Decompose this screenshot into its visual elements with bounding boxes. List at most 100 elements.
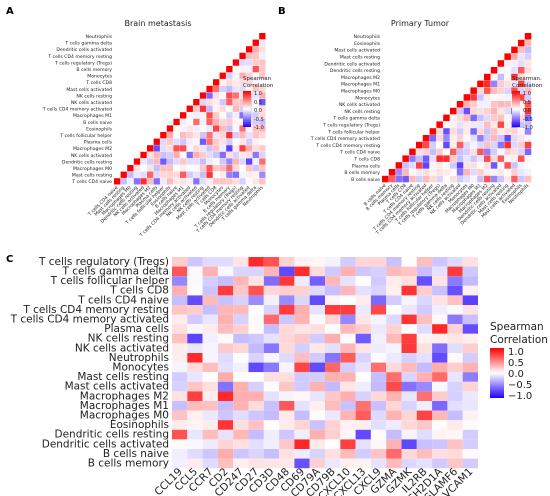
gene-heatmap-cell (340, 333, 356, 344)
primary-tumor-row-label: T cells gamma delta (332, 116, 380, 122)
primary-tumor-cell (422, 135, 430, 142)
gene-heatmap-row-label: T cells regulatory (Tregs) (38, 256, 169, 268)
gene-heatmap-cell (187, 420, 203, 430)
primary-tumor-cell (524, 73, 532, 81)
brain-metastasis-cell (166, 132, 174, 139)
gene-heatmap-cell (462, 333, 478, 344)
primary-tumor-cell (422, 155, 430, 162)
gene-heatmap-cell (263, 401, 280, 411)
gene-heatmap-cell (279, 257, 295, 267)
brain-metastasis-cell (199, 158, 207, 165)
brain-metastasis-cell (206, 92, 213, 99)
gene-heatmap-cell (202, 391, 218, 401)
gene-heatmap-cell (462, 295, 478, 305)
gene-heatmap-row-label: B cells naive (103, 448, 169, 460)
gene-heatmap-cell (279, 458, 295, 469)
gene-heatmap-cell (248, 324, 264, 334)
gene-heatmap-cell (386, 449, 402, 459)
primary-tumor-cell (511, 169, 518, 176)
brain-metastasis-cell (173, 138, 180, 145)
gene-heatmap-cell (386, 429, 402, 440)
primary-tumor-cell (388, 175, 396, 183)
brain-metastasis-cell (219, 118, 226, 126)
brain-metastasis-cell (160, 138, 167, 145)
gene-heatmap-cell (355, 276, 371, 286)
gene-heatmap-cell (416, 429, 433, 440)
gene-heatmap-cell (233, 458, 249, 469)
gene-heatmap-cell (172, 429, 188, 440)
brain-metastasis-cell (252, 171, 259, 178)
gene-heatmap-cell (172, 305, 188, 315)
brain-metastasis-cell (133, 158, 141, 165)
gene-heatmap-cell (217, 372, 234, 382)
brain-metastasis-cell (127, 171, 134, 178)
brain-metastasis-cell (259, 33, 266, 40)
gene-heatmap-cell (172, 401, 188, 411)
gene-heatmap-cell (386, 285, 402, 296)
gene-heatmap-cell (172, 276, 188, 286)
gene-heatmap-cell (294, 333, 310, 344)
primary-tumor-cell (511, 162, 518, 169)
brain-metastasis-row-label: T cells CD4 memory activated (42, 107, 112, 113)
primary-tumor-cell (470, 135, 477, 142)
brain-metastasis-cell (193, 118, 200, 126)
gene-heatmap-cell (172, 333, 188, 344)
brain-metastasis-cell (239, 145, 246, 152)
primary-tumor-row-label: T cells CD4 naive (339, 150, 380, 156)
gene-heatmap-cell (294, 353, 310, 363)
brain-metastasis-row-label: Macrophages M0 (73, 166, 112, 172)
primary-tumor-cell (382, 175, 389, 183)
gene-heatmap-cell (294, 266, 310, 277)
brain-metastasis-cell (153, 145, 160, 152)
gene-heatmap-cell (248, 305, 264, 315)
primary-tumor-cell (395, 162, 403, 169)
brain-metastasis-row-label: T cells gamma delta (64, 41, 112, 47)
gene-heatmap-cell (202, 449, 218, 459)
gene-heatmap-cell (309, 372, 325, 382)
primary-tumor-row-label: NK cells activated (339, 102, 380, 108)
gene-heatmap-cell (370, 333, 387, 344)
gene-heatmap-cell (187, 429, 203, 440)
gene-heatmap-cell (294, 285, 310, 296)
brain-metastasis-cell (259, 158, 266, 165)
gene-heatmap-cell (248, 372, 264, 382)
primary-tumor-cell (456, 169, 464, 176)
primary-tumor-cell (477, 148, 484, 156)
gene-heatmap-cell (309, 295, 325, 305)
primary-tumor-cell (490, 141, 498, 149)
brain-metastasis-cell (213, 158, 220, 165)
gene-heatmap-cell (462, 420, 478, 430)
primary-tumor-cell (518, 169, 525, 176)
brain-metastasis-cell (213, 85, 220, 93)
brain-metastasis-cell (219, 165, 226, 172)
panel-a-legend-tick: 0.0 (254, 108, 262, 114)
brain-metastasis-cell (259, 85, 266, 93)
gene-heatmap-cell (172, 381, 188, 392)
brain-metastasis-cell (166, 158, 174, 165)
brain-metastasis-cell (239, 171, 246, 178)
gene-heatmap-cell (432, 381, 448, 392)
gene-heatmap-cell (447, 305, 463, 315)
primary-tumor-cell (524, 87, 532, 94)
brain-metastasis-cell (252, 112, 259, 119)
primary-tumor-cell (388, 169, 396, 176)
gene-heatmap-cell (401, 420, 417, 430)
gene-heatmap-cell (340, 439, 356, 449)
gene-heatmap-cell (217, 305, 234, 315)
gene-heatmap-cell (325, 429, 341, 440)
gene-heatmap-cell (233, 276, 249, 286)
panel-a-legend-tick: 1.0 (254, 91, 262, 97)
brain-metastasis-cell (180, 125, 187, 132)
brain-metastasis-cell (232, 145, 240, 152)
gene-heatmap-cell (248, 353, 264, 363)
primary-tumor-cell (422, 148, 430, 156)
brain-metastasis-cell (219, 79, 226, 86)
gene-heatmap-cell (447, 324, 463, 334)
brain-metastasis-cell (140, 178, 147, 185)
primary-tumor-cell (456, 148, 464, 156)
brain-metastasis-row-label: Mast cells activated (66, 87, 112, 93)
primary-tumor-cell (443, 175, 450, 183)
gene-heatmap-cell (386, 257, 402, 267)
brain-metastasis-row-label: B cells naive (83, 120, 112, 126)
gene-heatmap-cell (432, 439, 448, 449)
